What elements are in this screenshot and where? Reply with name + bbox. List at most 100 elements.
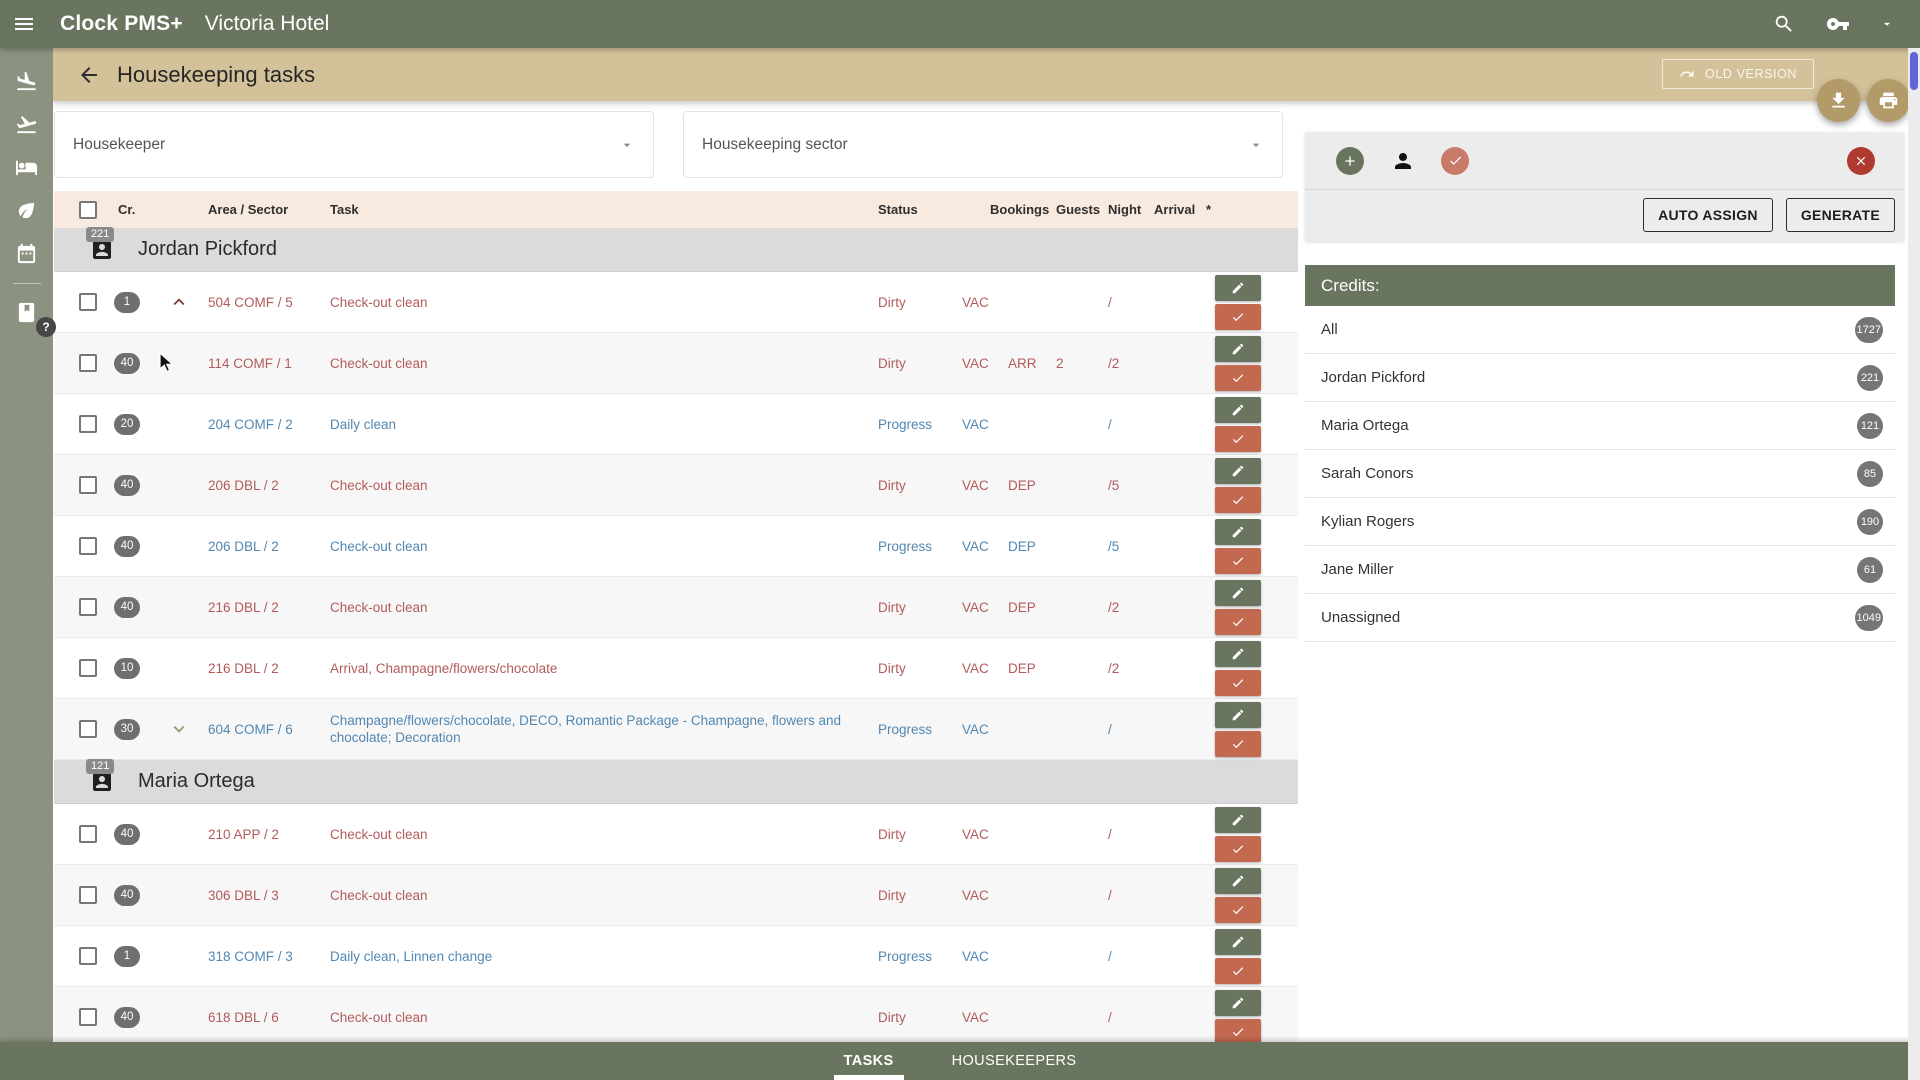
- row-checkbox[interactable]: [79, 947, 97, 965]
- tab-housekeepers[interactable]: HOUSEKEEPERS: [951, 1053, 1077, 1069]
- credit-count-badge: 61: [1857, 556, 1883, 583]
- credit-row[interactable]: Jordan Pickford 221: [1305, 354, 1895, 402]
- complete-task-button[interactable]: [1215, 364, 1261, 391]
- edit-task-button[interactable]: [1215, 806, 1261, 833]
- area-sector-link[interactable]: 206 DBL / 2: [208, 538, 279, 554]
- area-sector-link[interactable]: 618 DBL / 6: [208, 1009, 279, 1025]
- credit-row[interactable]: Kylian Rogers 190: [1305, 498, 1895, 546]
- area-sector-link[interactable]: 216 DBL / 2: [208, 660, 279, 676]
- complete-task-button[interactable]: [1215, 835, 1261, 862]
- row-checkbox[interactable]: [79, 537, 97, 555]
- occupancy-label: VAC: [962, 355, 989, 371]
- scrollbar-thumb[interactable]: [1910, 52, 1918, 90]
- close-button[interactable]: [1847, 146, 1875, 175]
- edit-task-button[interactable]: [1215, 457, 1261, 484]
- row-checkbox[interactable]: [79, 476, 97, 494]
- credit-label: Jane Miller: [1321, 561, 1394, 578]
- task-row: 1 318 COMF / 3 Daily clean, Linnen chang…: [54, 926, 1298, 987]
- area-sector-link[interactable]: 504 COMF / 5: [208, 294, 293, 310]
- housekeeper-group-header: 221 Jordan Pickford: [54, 226, 1298, 272]
- row-checkbox[interactable]: [79, 886, 97, 904]
- area-sector-link[interactable]: 204 COMF / 2: [208, 416, 293, 432]
- complete-task-button[interactable]: [1215, 669, 1261, 696]
- area-sector-link[interactable]: 318 COMF / 3: [208, 948, 293, 964]
- generate-button[interactable]: GENERATE: [1785, 198, 1895, 232]
- search-icon[interactable]: [1772, 12, 1796, 36]
- area-sector-link[interactable]: 206 DBL / 2: [208, 477, 279, 493]
- edit-task-button[interactable]: [1215, 867, 1261, 894]
- row-checkbox[interactable]: [79, 293, 97, 311]
- complete-task-button[interactable]: [1215, 547, 1261, 574]
- complete-task-button[interactable]: [1215, 730, 1261, 757]
- bed-icon[interactable]: [0, 146, 53, 189]
- edit-task-button[interactable]: [1215, 640, 1261, 667]
- confirm-button[interactable]: [1441, 146, 1469, 175]
- area-sector-link[interactable]: 306 DBL / 3: [208, 887, 279, 903]
- help-button[interactable]: ?: [36, 317, 56, 337]
- key-icon[interactable]: [1826, 12, 1850, 36]
- row-checkbox[interactable]: [79, 720, 97, 738]
- row-checkbox[interactable]: [79, 598, 97, 616]
- flight-land-icon[interactable]: [0, 60, 53, 103]
- scrollbar[interactable]: [1908, 48, 1920, 1080]
- area-sector-link[interactable]: 604 COMF / 6: [208, 721, 293, 737]
- assign-person-button[interactable]: [1389, 147, 1417, 175]
- row-checkbox[interactable]: [79, 415, 97, 433]
- download-button[interactable]: [1817, 79, 1860, 122]
- old-version-button[interactable]: OLD VERSION: [1662, 59, 1815, 89]
- complete-task-button[interactable]: [1215, 1018, 1261, 1045]
- calendar-icon[interactable]: [0, 232, 53, 275]
- edit-task-button[interactable]: [1215, 579, 1261, 606]
- occupancy-label: VAC: [962, 294, 989, 310]
- edit-task-button[interactable]: [1215, 396, 1261, 423]
- row-checkbox[interactable]: [79, 659, 97, 677]
- housekeeper-select[interactable]: Housekeeper: [54, 111, 654, 178]
- credit-row[interactable]: Jane Miller 61: [1305, 546, 1895, 594]
- credit-row[interactable]: Unassigned 1049: [1305, 594, 1895, 642]
- edit-task-button[interactable]: [1215, 518, 1261, 545]
- flight-takeoff-icon[interactable]: [0, 103, 53, 146]
- edit-task-button[interactable]: [1215, 701, 1261, 728]
- area-sector-link[interactable]: 216 DBL / 2: [208, 599, 279, 615]
- pencil-icon: [1232, 709, 1244, 720]
- group-name: Jordan Pickford: [138, 238, 277, 260]
- complete-task-button[interactable]: [1215, 486, 1261, 513]
- complete-task-button[interactable]: [1215, 608, 1261, 635]
- add-button[interactable]: [1336, 146, 1364, 175]
- table-header-row: Cr. Area / Sector Task Status Bookings G…: [54, 191, 1298, 228]
- caret-down-icon[interactable]: [1880, 12, 1894, 36]
- row-checkbox[interactable]: [79, 354, 97, 372]
- night-value: /: [1108, 948, 1112, 964]
- housekeeping-sector-select[interactable]: Housekeeping sector: [683, 111, 1283, 178]
- credit-label: Unassigned: [1321, 609, 1401, 626]
- complete-task-button[interactable]: [1215, 425, 1261, 452]
- book-icon[interactable]: [0, 291, 53, 334]
- edit-task-button[interactable]: [1215, 335, 1261, 362]
- check-icon: [1232, 1027, 1244, 1036]
- credits-badge: 40: [114, 352, 140, 374]
- complete-task-button[interactable]: [1215, 303, 1261, 330]
- row-checkbox[interactable]: [79, 825, 97, 843]
- chevron-up-icon[interactable]: [168, 291, 190, 313]
- complete-task-button[interactable]: [1215, 896, 1261, 923]
- auto-assign-button[interactable]: AUTO ASSIGN: [1643, 198, 1773, 232]
- area-sector-link[interactable]: 114 COMF / 1: [208, 355, 292, 371]
- edit-task-button[interactable]: [1215, 274, 1261, 301]
- print-button[interactable]: [1867, 79, 1910, 122]
- credit-row[interactable]: Sarah Conors 85: [1305, 450, 1895, 498]
- area-sector-link[interactable]: 210 APP / 2: [208, 826, 280, 842]
- credit-count-badge: 121: [1857, 412, 1883, 439]
- hamburger-menu-icon[interactable]: [0, 0, 48, 48]
- edit-task-button[interactable]: [1215, 928, 1261, 955]
- credit-row[interactable]: Maria Ortega 121: [1305, 402, 1895, 450]
- row-checkbox[interactable]: [79, 1008, 97, 1026]
- chevron-down-icon[interactable]: [168, 718, 190, 740]
- tab-tasks[interactable]: TASKS: [833, 1042, 904, 1080]
- complete-task-button[interactable]: [1215, 957, 1261, 984]
- select-all-checkbox[interactable]: [79, 200, 97, 219]
- leaf-icon[interactable]: [0, 189, 53, 232]
- back-arrow-icon[interactable]: [65, 51, 113, 99]
- edit-task-button[interactable]: [1215, 989, 1261, 1016]
- credits-badge: 40: [114, 596, 140, 618]
- credit-row[interactable]: All 1727: [1305, 306, 1895, 354]
